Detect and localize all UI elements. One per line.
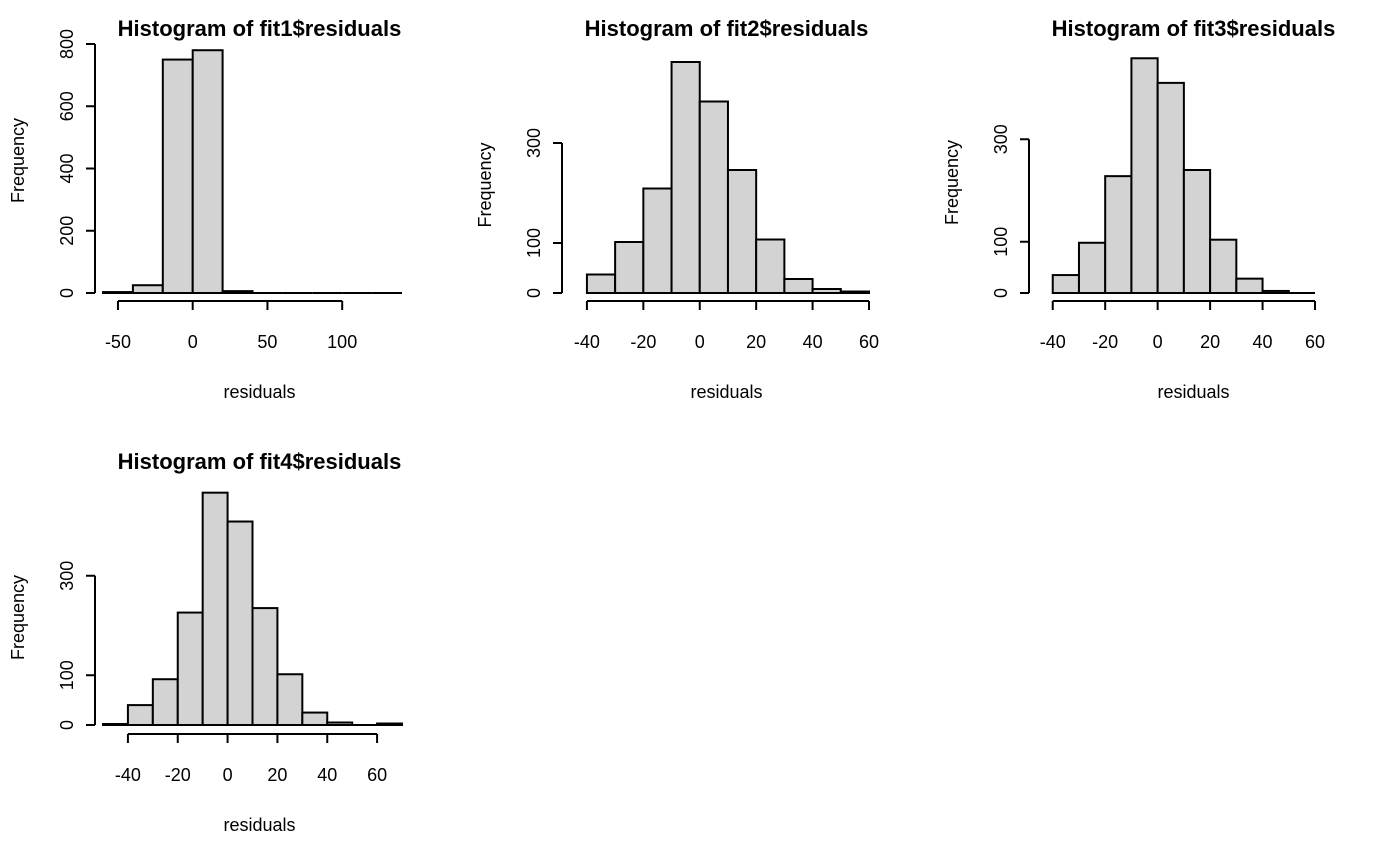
- y-tick-label: 100: [991, 227, 1011, 257]
- y-tick-label: 0: [524, 288, 544, 298]
- histogram-bar: [783, 278, 814, 294]
- histogram-bar: [276, 673, 304, 727]
- histogram-bar: [614, 241, 645, 294]
- y-tick-label: 300: [991, 124, 1011, 154]
- y-axis-label: Frequency: [942, 140, 962, 225]
- histogram-bar: [326, 721, 354, 727]
- x-tick-label: 60: [859, 332, 879, 352]
- y-tick-label: 400: [57, 153, 77, 183]
- y-axis-label: Frequency: [8, 118, 28, 203]
- y-tick-label: 200: [57, 216, 77, 246]
- histogram-bar: [221, 290, 254, 295]
- histogram-bar: [201, 491, 229, 727]
- histogram-bar: [176, 611, 204, 726]
- histogram-bar: [1156, 81, 1185, 294]
- histogram-bar: [161, 58, 194, 294]
- histogram-bar: [126, 704, 154, 726]
- x-tick-label: 100: [327, 332, 357, 352]
- x-axis-label: residuals: [1157, 382, 1229, 402]
- x-tick-label: 20: [746, 332, 766, 352]
- histogram-bar: [1104, 175, 1133, 294]
- y-tick-label: 100: [524, 228, 544, 258]
- histogram-bar: [1051, 274, 1080, 294]
- x-tick-label: 20: [1200, 332, 1220, 352]
- x-tick-label: 40: [1253, 332, 1273, 352]
- histogram-bar: [1077, 241, 1107, 294]
- chart-title: Histogram of fit1$residuals: [118, 16, 402, 41]
- x-tick-label: -20: [1092, 332, 1118, 352]
- x-tick-label: 60: [1305, 332, 1325, 352]
- x-axis-label: residuals: [690, 382, 762, 402]
- x-tick-label: 0: [223, 765, 233, 785]
- y-tick-label: 0: [991, 288, 1011, 298]
- x-tick-label: 40: [803, 332, 823, 352]
- histogram-bar: [1130, 57, 1159, 295]
- histogram-bar: [726, 169, 758, 294]
- x-tick-label: 20: [267, 765, 287, 785]
- y-tick-label: 300: [57, 561, 77, 591]
- histogram-bar: [811, 288, 842, 294]
- histogram-bar: [226, 520, 254, 727]
- histogram-bar: [670, 61, 701, 294]
- histogram-bar: [1182, 169, 1212, 294]
- chart-title: Histogram of fit4$residuals: [118, 449, 402, 474]
- y-tick-label: 100: [57, 660, 77, 690]
- x-tick-label: -50: [105, 332, 131, 352]
- histogram-bar: [839, 290, 871, 294]
- histogram-bar: [698, 100, 729, 294]
- y-tick-label: 600: [57, 91, 77, 121]
- x-tick-label: 40: [317, 765, 337, 785]
- histogram-bar: [251, 607, 279, 727]
- x-tick-label: -40: [1040, 332, 1066, 352]
- y-tick-label: 0: [57, 288, 77, 298]
- x-tick-label: 50: [257, 332, 277, 352]
- histogram-bar: [585, 273, 617, 294]
- y-tick-label: 300: [524, 128, 544, 158]
- histogram-bar: [151, 678, 179, 726]
- histogram-panel-1: Histogram of fit1$residuals -50 0 50 100 resi…: [8, 16, 402, 402]
- x-tick-label: -20: [630, 332, 656, 352]
- histogram-bar: [102, 723, 129, 727]
- histogram-panel-3: Histogram of fit3$residuals -40 -20 0 20 40 60…: [942, 16, 1335, 402]
- histogram-bar: [642, 187, 673, 294]
- histogram-bar: [191, 49, 224, 294]
- x-tick-label: 0: [188, 332, 198, 352]
- x-tick-label: 0: [1153, 332, 1163, 352]
- histogram-bar: [376, 722, 404, 727]
- x-tick-label: -20: [165, 765, 191, 785]
- x-tick-label: -40: [574, 332, 600, 352]
- histogram-bar: [755, 238, 786, 294]
- histogram-bar: [102, 291, 134, 295]
- histogram-bar: [1209, 238, 1238, 294]
- y-tick-label: 800: [57, 29, 77, 59]
- y-axis-label: Frequency: [8, 575, 28, 660]
- histogram-bar: [301, 711, 329, 726]
- x-axis-label: residuals: [223, 815, 295, 835]
- y-tick-label: 0: [57, 720, 77, 730]
- x-tick-label: -40: [115, 765, 141, 785]
- histogram-panel-2: Histogram of fit2$residuals -40 -20 0 20 40 60…: [475, 16, 879, 402]
- histogram-bar: [1235, 277, 1264, 294]
- histogram-bar: [1261, 289, 1290, 295]
- x-axis-label: residuals: [223, 382, 295, 402]
- histogram-bar: [131, 284, 164, 294]
- chart-title: Histogram of fit2$residuals: [585, 16, 869, 41]
- x-tick-label: 0: [695, 332, 705, 352]
- histogram-panel-4: Histogram of fit4$residuals -40 -20 0 20 40 60…: [8, 449, 404, 835]
- chart-title: Histogram of fit3$residuals: [1052, 16, 1336, 41]
- x-tick-label: 60: [367, 765, 387, 785]
- y-axis-label: Frequency: [475, 142, 495, 227]
